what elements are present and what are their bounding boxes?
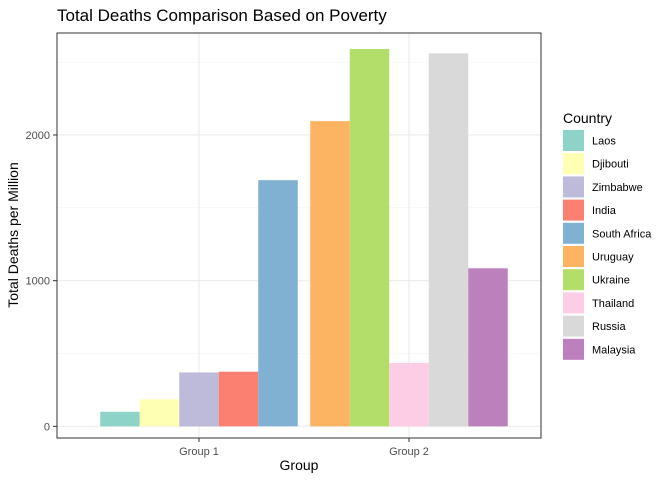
- legend-label: Uruguay: [592, 252, 634, 264]
- x-tick-label: Group 2: [389, 446, 429, 458]
- bar-zimbabwe: [179, 372, 219, 427]
- bar-malaysia: [468, 268, 508, 427]
- legend-label: South Africa: [592, 228, 652, 240]
- bar-russia: [428, 53, 469, 427]
- y-tick-label: 1000: [26, 276, 50, 288]
- legend-label: Russia: [592, 321, 627, 333]
- chart-title: Total Deaths Comparison Based on Poverty: [57, 6, 387, 25]
- legend-label: Djibouti: [592, 159, 629, 171]
- bar-south-africa: [258, 180, 298, 427]
- legend-key: [563, 153, 584, 175]
- axes: 0 1000 2000 Group 1 Group 2: [26, 130, 429, 458]
- legend-key: [563, 222, 584, 244]
- legend-key: [563, 338, 584, 360]
- bar-laos: [100, 411, 140, 427]
- legend: Country Laos Djibouti Zimbabwe India South A…: [563, 110, 652, 360]
- bars: [100, 49, 508, 427]
- x-axis-title: Group: [280, 457, 319, 473]
- bar-uruguay: [310, 121, 350, 427]
- legend-label: Ukraine: [592, 275, 630, 287]
- legend-key: [563, 130, 584, 151]
- plot-border: [56, 32, 542, 439]
- legend-label: Thailand: [592, 298, 634, 310]
- legend-label: Malaysia: [592, 344, 636, 356]
- bar-thailand: [389, 362, 429, 427]
- legend-key: [563, 176, 584, 198]
- bar-india: [218, 371, 259, 427]
- y-tick-label: 0: [44, 421, 50, 433]
- legend-key: [563, 199, 584, 221]
- legend-key: [563, 269, 584, 291]
- legend-key: [563, 292, 584, 314]
- legend-label: Laos: [592, 136, 616, 148]
- legend-key: [563, 246, 584, 267]
- legend-title: Country: [563, 110, 612, 126]
- y-axis-title: Total Deaths per Million: [5, 162, 21, 308]
- x-tick-label: Group 1: [179, 446, 219, 458]
- legend-label: Zimbabwe: [592, 182, 643, 194]
- legend-key: [563, 315, 584, 337]
- legend-label: India: [592, 205, 617, 217]
- bar-djibouti: [139, 399, 180, 427]
- y-tick-label: 2000: [26, 130, 50, 142]
- bar-ukraine: [349, 49, 390, 427]
